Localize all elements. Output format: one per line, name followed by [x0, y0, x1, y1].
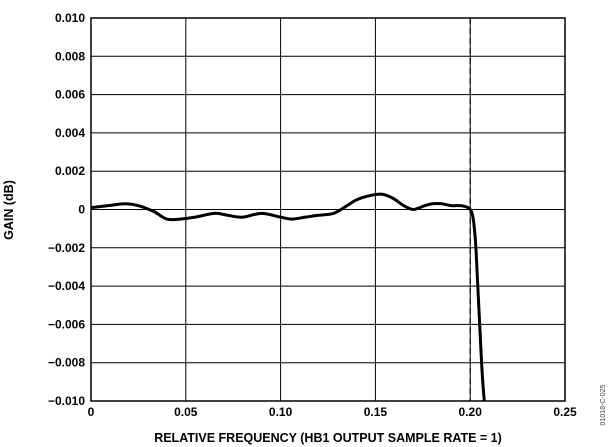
- x-axis-title: RELATIVE FREQUENCY (HB1 OUTPUT SAMPLE RA…: [154, 431, 502, 445]
- y-tick-label: 0.006: [55, 88, 85, 102]
- y-tick-label: 0: [78, 203, 85, 217]
- grid: [91, 18, 565, 401]
- x-tick-label: 0.20: [459, 405, 483, 419]
- x-tick-labels: 0 0.05 0.10 0.15 0.20 0.25: [88, 405, 577, 419]
- x-tick-label: 0.10: [269, 405, 293, 419]
- y-tick-label: −0.008: [48, 356, 85, 370]
- x-tick-label: 0.05: [174, 405, 198, 419]
- y-tick-labels: 0.010 0.008 0.006 0.004 0.002 0 −0.002 −0.004 −0…: [48, 11, 85, 408]
- x-tick-label: 0.15: [364, 405, 388, 419]
- y-tick-label: 0.008: [55, 49, 85, 63]
- plot-frame: [90, 17, 566, 402]
- y-tick-label: −0.002: [48, 241, 85, 255]
- y-tick-label: −0.006: [48, 317, 85, 331]
- x-tick-label: 0.25: [553, 405, 577, 419]
- gain-response-line: [91, 192, 486, 401]
- y-tick-label: 0.010: [55, 11, 85, 25]
- y-tick-label: −0.004: [48, 279, 85, 293]
- y-tick-label: 0.002: [55, 164, 85, 178]
- x-tick-label: 0: [88, 405, 95, 419]
- figure-code-watermark: 01018-C-025: [600, 384, 607, 425]
- y-axis-title: GAIN (dB): [2, 180, 16, 240]
- y-tick-label: −0.010: [48, 394, 85, 408]
- y-tick-label: 0.004: [55, 126, 85, 140]
